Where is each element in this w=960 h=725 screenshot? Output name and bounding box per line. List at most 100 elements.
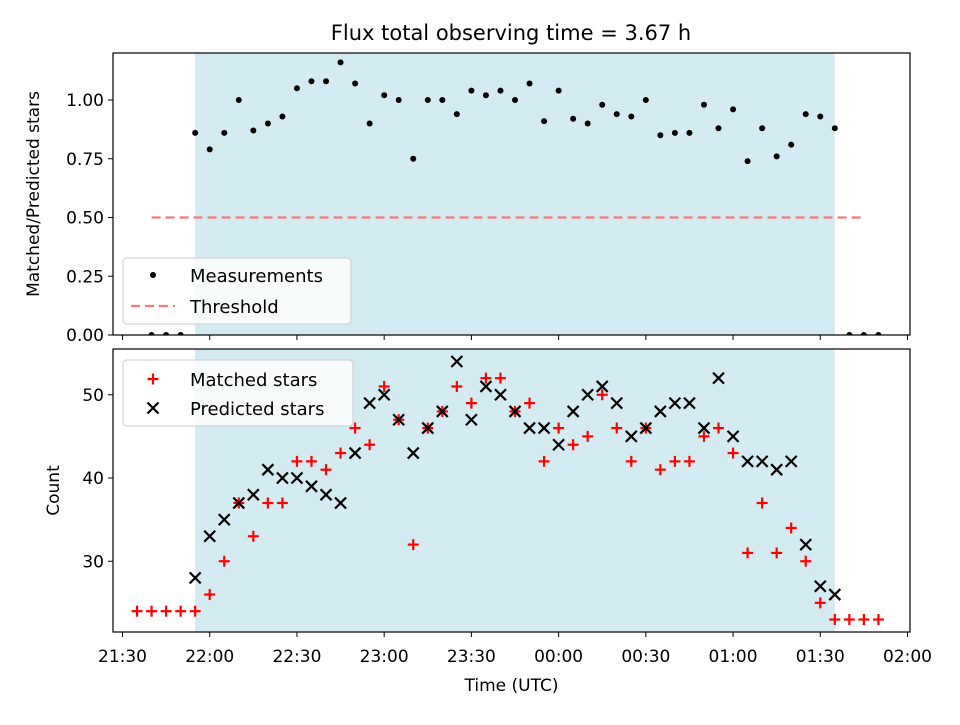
matched-star-point bbox=[858, 614, 870, 626]
cross-stroke bbox=[523, 421, 536, 435]
predicted-star-point bbox=[639, 421, 653, 435]
predicted-star-point bbox=[552, 438, 565, 451]
matched-star-point bbox=[771, 547, 783, 559]
legend-box bbox=[122, 257, 352, 325]
y-axis-label: Matched/Predicted stars bbox=[24, 91, 44, 297]
cross-stroke bbox=[247, 488, 260, 501]
matched-star-point bbox=[829, 614, 841, 626]
cross-stroke bbox=[799, 538, 813, 551]
cross-stroke bbox=[668, 396, 682, 410]
legend-label-matched: Matched stars bbox=[190, 370, 317, 391]
predicted-star-point bbox=[232, 496, 246, 510]
cross-stroke bbox=[726, 430, 740, 443]
measurement-point bbox=[453, 111, 460, 118]
measurement-point bbox=[410, 155, 417, 162]
measurement-point bbox=[250, 127, 257, 134]
measurement-point bbox=[352, 80, 359, 87]
matched-star-point bbox=[276, 497, 288, 509]
y-tick-label: 0.25 bbox=[66, 267, 104, 287]
measurement-point bbox=[264, 120, 271, 127]
y-tick-label: 40 bbox=[82, 469, 104, 489]
matched-star-point bbox=[247, 530, 259, 542]
measurement-point bbox=[860, 332, 867, 335]
matched-star-point bbox=[451, 380, 463, 392]
y-tick-label: 30 bbox=[82, 552, 104, 572]
x-tick-label: 00:30 bbox=[621, 647, 670, 667]
x-tick-label: 02:00 bbox=[883, 647, 932, 667]
matched-star-points bbox=[131, 372, 884, 626]
cross-stroke bbox=[450, 355, 464, 368]
matched-star-point bbox=[160, 605, 172, 617]
matched-star-point bbox=[480, 372, 492, 384]
cross-stroke bbox=[610, 396, 624, 410]
cross-stroke bbox=[494, 388, 507, 402]
matched-star-point bbox=[698, 430, 710, 442]
predicted-star-point bbox=[523, 421, 536, 435]
measurement-point bbox=[395, 97, 402, 103]
predicted-star-point bbox=[188, 571, 202, 585]
cross-stroke bbox=[741, 455, 754, 468]
matched-star-point bbox=[713, 422, 725, 434]
cross-stroke bbox=[595, 380, 609, 393]
legend: Matched stars Predicted stars bbox=[122, 359, 354, 427]
matched-star-point bbox=[669, 455, 681, 467]
legend-label-threshold: Threshold bbox=[189, 297, 279, 318]
matched-star-point bbox=[538, 455, 550, 467]
cross-stroke bbox=[348, 446, 362, 460]
matched-star-point bbox=[654, 464, 666, 476]
cross-stroke bbox=[217, 513, 231, 526]
measurement-point bbox=[177, 332, 184, 335]
predicted-star-point bbox=[421, 421, 435, 435]
legend-marker-measurements bbox=[150, 272, 156, 278]
matched-star-point bbox=[785, 522, 797, 534]
predicted-star-point bbox=[392, 413, 405, 427]
matched-star-point bbox=[465, 397, 477, 409]
y-axis-label: Count bbox=[44, 465, 64, 516]
matched-star-point bbox=[553, 422, 565, 434]
predicted-star-point bbox=[683, 396, 696, 410]
predicted-star-point bbox=[828, 588, 842, 601]
measurement-points bbox=[148, 59, 882, 335]
cross-stroke bbox=[654, 405, 667, 418]
cross-stroke bbox=[319, 488, 333, 501]
cross-stroke bbox=[188, 571, 202, 585]
matched-star-point bbox=[596, 389, 608, 401]
measurement-point bbox=[875, 332, 882, 335]
predicted-star-point bbox=[450, 355, 464, 368]
measurement-point bbox=[279, 113, 286, 120]
predicted-star-point bbox=[595, 380, 609, 393]
measurement-point bbox=[817, 113, 824, 120]
measurement-point bbox=[206, 146, 213, 153]
matched-star-point bbox=[189, 605, 201, 617]
y-tick-label: 0.75 bbox=[66, 150, 104, 170]
matched-star-point bbox=[814, 597, 826, 609]
measurement-point bbox=[468, 87, 475, 94]
measurement-point bbox=[424, 97, 431, 103]
chart-title: Flux total observing time = 3.67 h bbox=[331, 21, 691, 45]
predicted-star-point bbox=[610, 396, 624, 410]
matched-star-point bbox=[756, 497, 768, 509]
measurement-point bbox=[846, 332, 853, 335]
cross-stroke bbox=[465, 413, 478, 427]
predicted-star-point bbox=[217, 513, 231, 526]
measurement-point bbox=[541, 118, 548, 125]
matched-star-point bbox=[320, 464, 332, 476]
y-tick-label: 0.50 bbox=[66, 209, 104, 229]
cross-stroke bbox=[813, 579, 827, 593]
predicted-star-point bbox=[290, 471, 304, 485]
cross-stroke bbox=[232, 496, 246, 510]
cross-stroke bbox=[261, 463, 275, 476]
measurement-point bbox=[555, 87, 562, 94]
legend: Measurements Threshold bbox=[122, 257, 352, 325]
predicted-star-point bbox=[508, 405, 522, 418]
cross-stroke bbox=[625, 430, 638, 443]
measurement-point bbox=[163, 332, 170, 335]
measurement-point bbox=[293, 85, 300, 92]
cross-stroke bbox=[828, 588, 842, 601]
predicted-star-point bbox=[755, 455, 769, 468]
legend-label-measurements: Measurements bbox=[190, 266, 323, 287]
axes-frame bbox=[112, 348, 911, 633]
measurement-point bbox=[671, 129, 678, 136]
measurement-point bbox=[308, 78, 315, 85]
